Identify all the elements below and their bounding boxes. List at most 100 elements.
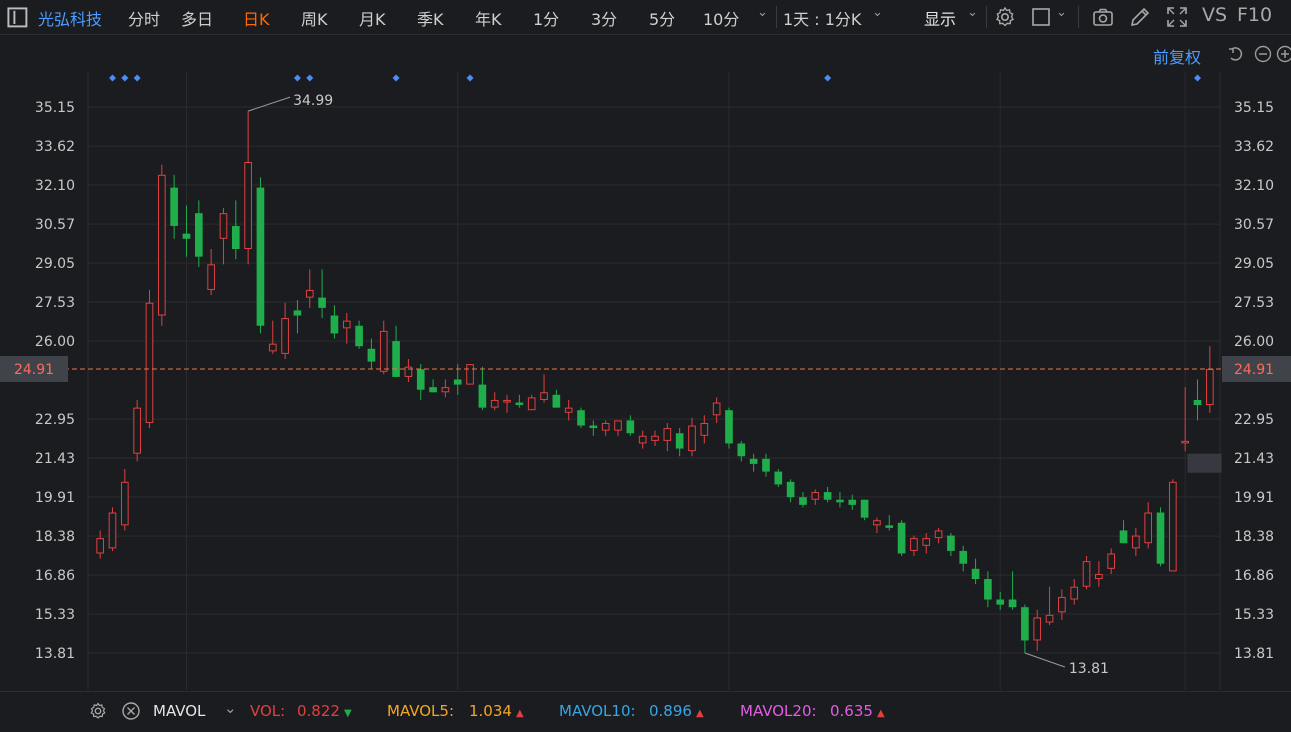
candle-body	[306, 290, 313, 297]
mavol5-label: MAVOL5:	[387, 702, 454, 720]
candle-body	[1009, 600, 1017, 608]
current-price-label-left: 24.91	[14, 362, 54, 378]
candle-body	[861, 500, 869, 518]
candle	[331, 305, 339, 338]
candle-body	[417, 369, 425, 389]
candle	[467, 364, 474, 384]
candle	[1046, 587, 1053, 625]
candle-body	[343, 321, 350, 328]
price-tick-label-right: 19.91	[1234, 490, 1274, 506]
candle-body	[824, 492, 832, 500]
candle	[577, 408, 585, 428]
candle-body	[1059, 597, 1066, 611]
candle-body	[504, 400, 511, 402]
candle-body	[109, 513, 116, 548]
candle	[429, 379, 437, 392]
candle-body	[245, 163, 252, 249]
candle-body	[232, 226, 240, 249]
event-marker-icon	[1194, 75, 1201, 82]
candle	[1021, 605, 1029, 653]
candle	[195, 200, 203, 267]
candle-body	[355, 326, 363, 346]
candle	[208, 249, 215, 295]
candle-body	[1083, 562, 1090, 587]
candle-body	[996, 600, 1004, 605]
price-tick-label-left: 15.33	[35, 607, 75, 623]
price-tick-label-right: 26.00	[1234, 334, 1274, 350]
price-tick-label-right: 32.10	[1234, 178, 1274, 194]
price-tick-label-right: 15.33	[1234, 607, 1274, 623]
price-tick-label-right: 30.57	[1234, 217, 1274, 233]
candle	[1096, 561, 1103, 587]
indicator-chevron-icon[interactable]: ⌄	[224, 699, 237, 717]
candle-body	[294, 310, 302, 315]
indicator-name-select[interactable]: MAVOL	[153, 702, 205, 720]
mavol20-value: 0.635▲	[830, 702, 885, 720]
price-tick-label-right: 35.15	[1234, 100, 1274, 116]
price-tick-label-right: 16.86	[1234, 568, 1274, 584]
down-arrow-icon: ▼	[344, 708, 352, 719]
candle	[1120, 520, 1128, 543]
price-tick-label-left: 18.38	[35, 529, 75, 545]
up-arrow-icon: ▲	[696, 708, 704, 719]
candle	[282, 303, 289, 359]
candle	[1071, 579, 1078, 605]
indicator-close-icon[interactable]	[121, 701, 141, 721]
candle	[935, 528, 942, 543]
candle-body	[331, 316, 339, 334]
up-arrow-icon: ▲	[516, 708, 524, 719]
candle-body	[1182, 441, 1189, 443]
candle	[170, 175, 178, 239]
price-tick-label-left: 27.53	[35, 295, 75, 311]
candle	[1194, 379, 1202, 420]
candle-body	[639, 436, 646, 443]
candle	[442, 379, 449, 397]
candle	[996, 592, 1004, 610]
candle-body	[429, 387, 437, 392]
candle-body	[195, 213, 203, 256]
candle	[787, 479, 795, 502]
price-tick-label-right: 33.62	[1234, 139, 1274, 155]
price-tick-label-left: 30.57	[35, 217, 75, 233]
vol-value: 0.822▼	[297, 702, 352, 720]
candle	[380, 321, 387, 375]
low-price-label: 13.81	[1069, 661, 1109, 677]
candle	[725, 408, 733, 449]
candle-body	[220, 214, 227, 239]
candle-body	[1108, 554, 1115, 568]
candle-body	[737, 443, 745, 456]
candle-body	[1145, 513, 1152, 543]
candle	[553, 390, 561, 408]
candle	[812, 490, 819, 505]
indicator-settings-gear-icon[interactable]	[88, 701, 108, 721]
candle-body	[122, 482, 129, 524]
candle	[874, 518, 881, 533]
candle-body	[528, 398, 535, 410]
candle	[220, 208, 227, 264]
candle-body	[689, 426, 696, 451]
candle	[615, 420, 622, 435]
candle	[146, 290, 153, 428]
candle	[676, 428, 684, 456]
candle-body	[972, 569, 980, 579]
candle-body	[787, 482, 795, 497]
candle-body	[454, 379, 462, 384]
mavol10-value: 0.896▲	[649, 702, 704, 720]
candle	[294, 300, 302, 333]
event-marker-icon	[824, 75, 831, 82]
candle-body	[935, 531, 942, 538]
candle-body	[1133, 536, 1140, 548]
mavol10-label: MAVOL10:	[559, 702, 636, 720]
candle	[652, 431, 659, 446]
event-marker-icon	[306, 75, 313, 82]
candle	[1157, 507, 1165, 566]
candle-body	[947, 536, 955, 551]
candle-body	[898, 523, 906, 554]
event-marker-icon	[134, 75, 141, 82]
candle-body	[491, 400, 498, 407]
candle-body	[812, 493, 819, 500]
candle-body	[885, 525, 893, 528]
candle-body	[713, 403, 720, 415]
candle-body	[1120, 530, 1128, 543]
